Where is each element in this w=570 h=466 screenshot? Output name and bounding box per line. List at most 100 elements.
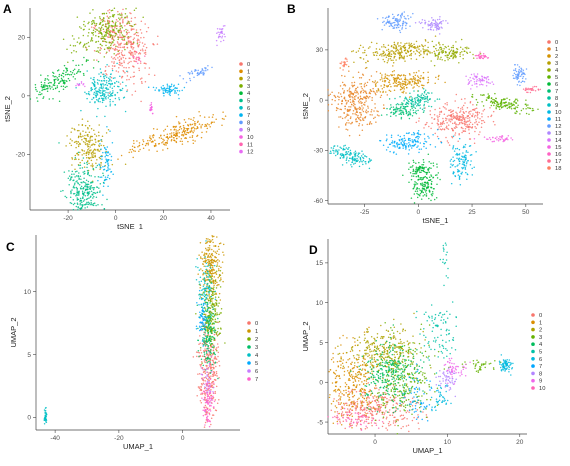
panel-b-point xyxy=(328,104,330,106)
panel-b-point xyxy=(391,137,393,139)
panel-a-point xyxy=(120,83,122,85)
panel-a-point xyxy=(145,145,147,147)
panel-a-point xyxy=(140,37,142,39)
panel-a-point xyxy=(40,94,42,96)
panel-a-point xyxy=(99,87,101,89)
panel-a-point xyxy=(103,145,105,147)
panel-a-point xyxy=(69,74,71,76)
panel-b-point xyxy=(389,55,391,57)
panel-a-point xyxy=(140,60,142,62)
panel-a-point xyxy=(82,197,84,199)
panel-b-point xyxy=(410,58,412,60)
panel-b-point xyxy=(452,58,454,60)
panel-b-point xyxy=(445,55,447,57)
panel-a-point xyxy=(78,69,80,71)
panel-a-point xyxy=(177,90,179,92)
panel-b-point xyxy=(454,100,456,102)
panel-b-point xyxy=(405,148,407,150)
panel-a-point xyxy=(62,72,64,74)
panel-a-point xyxy=(95,35,97,37)
panel-b-point xyxy=(411,179,413,181)
panel-b-point xyxy=(470,88,472,90)
panel-b-point xyxy=(472,94,474,96)
panel-a-point xyxy=(192,139,194,141)
panel-a-point xyxy=(98,80,100,82)
panel-a-point xyxy=(94,134,96,136)
panel-a-point xyxy=(98,176,100,178)
panel-b-point xyxy=(409,144,411,146)
panel-b-point xyxy=(364,86,366,88)
panel-b-point xyxy=(469,119,471,121)
panel-b-point xyxy=(402,13,404,15)
panel-a-point xyxy=(67,73,69,75)
panel-b-point xyxy=(468,112,470,114)
panel-b-point xyxy=(448,128,450,130)
panel-b-point xyxy=(470,110,472,112)
panel-b-point xyxy=(421,22,423,24)
panel-a-point xyxy=(95,205,97,207)
panel-b-point xyxy=(410,145,412,147)
panel-a-point xyxy=(217,28,219,30)
panel-a-point xyxy=(113,16,115,18)
panel-a-point xyxy=(135,7,137,9)
panel-a-point xyxy=(97,99,99,101)
panel-b-point xyxy=(363,92,365,94)
panel-a-point xyxy=(105,152,107,154)
panel-c-point xyxy=(204,399,206,401)
panel-a-point xyxy=(127,17,129,19)
panel-a-point xyxy=(74,159,76,161)
panel-a-point xyxy=(114,66,116,68)
panel-a-point xyxy=(90,165,92,167)
panel-a-point xyxy=(105,41,107,43)
panel-a-point xyxy=(90,196,92,198)
panel-b-point xyxy=(416,168,418,170)
panel-b-point xyxy=(382,50,384,52)
panel-c-point xyxy=(212,374,214,376)
panel-b-point xyxy=(455,132,457,134)
panel-b-point xyxy=(441,59,443,61)
panel-a-point xyxy=(165,129,167,131)
panel-b-point xyxy=(335,151,337,153)
panel-a-point xyxy=(80,132,82,134)
panel-b-point xyxy=(418,170,420,172)
panel-a-point xyxy=(88,158,90,160)
panel-b-point xyxy=(417,110,419,112)
panel-a-point xyxy=(93,83,95,85)
panel-a-legend-label-7: 7 xyxy=(247,113,250,119)
panel-a-point xyxy=(86,59,88,61)
panel-a-point xyxy=(65,72,67,74)
panel-a-point xyxy=(98,27,100,29)
panel-c-point xyxy=(207,379,209,381)
panel-a-point xyxy=(157,43,159,45)
panel-b-legend-label-18: 18 xyxy=(555,166,561,172)
panel-a-point xyxy=(88,152,90,154)
panel-b-point xyxy=(386,50,388,52)
panel-b-point xyxy=(398,104,400,106)
panel-a-point xyxy=(105,23,107,25)
panel-b-point xyxy=(398,114,400,116)
panel-b-point xyxy=(374,116,376,118)
panel-b-point xyxy=(480,94,482,96)
panel-a-series-6 xyxy=(75,63,127,118)
panel-b-point xyxy=(427,101,429,103)
panel-b-point xyxy=(408,18,410,20)
panel-b-point xyxy=(460,110,462,112)
panel-b-point xyxy=(386,108,388,110)
panel-a-point xyxy=(105,87,107,89)
panel-b-point xyxy=(342,100,344,102)
panel-c-point xyxy=(213,384,215,386)
panel-b-point xyxy=(449,144,451,146)
panel-b-point xyxy=(439,113,441,115)
panel-a-point xyxy=(74,69,76,71)
panel-a-point xyxy=(87,149,89,151)
panel-b-point xyxy=(452,113,454,115)
panel-b-point xyxy=(403,16,405,18)
panel-a-point xyxy=(101,158,103,160)
panel-a-point xyxy=(107,163,109,165)
panel-b-point xyxy=(385,76,387,78)
panel-b-point xyxy=(413,51,415,53)
panel-b-point xyxy=(488,97,490,99)
panel-b-point xyxy=(460,158,462,160)
panel-b-point xyxy=(338,149,340,151)
panel-a-point xyxy=(70,202,72,204)
